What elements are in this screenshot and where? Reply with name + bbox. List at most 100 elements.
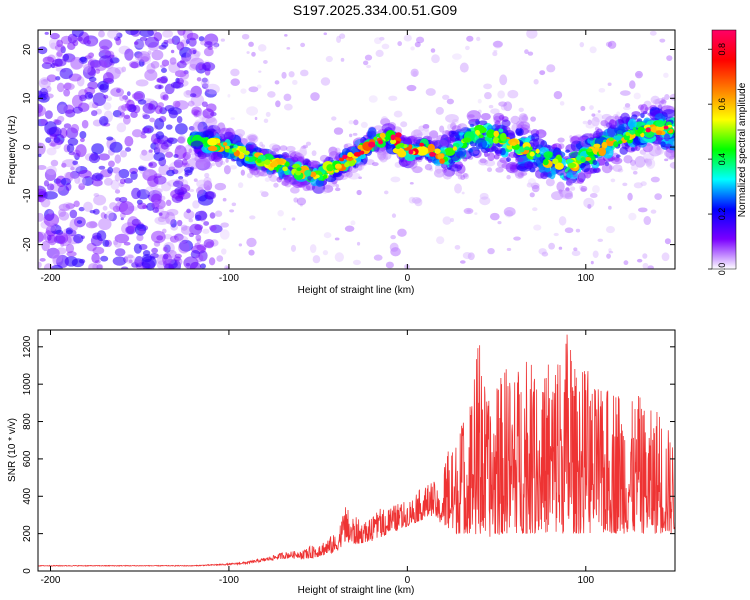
spectrogram-cell [216,255,224,262]
spectrogram-cell [580,160,591,173]
spectrogram-cell [580,156,586,163]
spectrogram-cell [184,172,189,177]
spectrogram-cell [194,210,208,221]
spectrogram-cell [131,187,141,200]
spectrogram-cell [176,41,185,51]
spectrogram-cell [630,165,639,171]
spectrogram-cell [406,84,417,92]
spectrogram-cell [427,158,433,164]
spectrogram-cell [669,161,675,169]
spectrogram-cell [663,148,675,158]
spectrogram-cell [203,238,215,248]
spectrogram-cell [446,98,454,105]
spectrogram-cell [656,125,665,132]
spectrogram-cell [78,258,86,264]
spectrogram-cell [654,98,667,109]
spectrogram-cell [165,151,174,158]
spectrogram-cell [98,39,113,50]
spectrogram-cell [388,95,398,101]
spectrogram-cell [613,141,619,148]
spectrogram-cell [69,218,79,232]
spectrogram-cell [519,114,529,124]
spectrogram-cell [442,216,452,225]
spectrogram-cell [153,240,161,247]
spectrogram-cell [178,241,190,254]
spectrogram-cell [43,213,60,227]
spectrogram-cell [411,197,422,204]
spectrogram-cell [302,184,311,192]
spectrogram-cell [610,178,616,183]
spectrogram-cell [158,212,163,216]
spectrogram-cell [179,239,194,252]
spectrogram-cell [450,122,457,130]
spectrogram-cell [531,184,540,193]
spectrogram-cell [155,131,165,140]
colorbar-tick-label: 0.8 [717,43,727,56]
spectrogram-cell [183,70,189,75]
spectrogram-cell [195,234,202,242]
colorbar-label: Normalized spectral amplitude [737,82,748,217]
spectrogram-cell [211,162,216,167]
spectrogram-cell [107,30,120,39]
spectrogram-cell [479,196,491,206]
spectrogram-cell [356,189,362,196]
spectrogram-cell [647,161,653,166]
spectrogram-cell [74,163,81,172]
spectrogram-cell [61,159,77,168]
spectrogram-cell [521,116,528,121]
spectrogram-cell [122,95,129,100]
spectrogram-cell [444,139,452,145]
spectrogram-cell [288,71,295,78]
spectrogram-cell [585,122,595,129]
spectrogram-cell [564,227,574,234]
spectrogram-cell [282,166,288,172]
spectrogram-cell [114,173,121,182]
spectrogram-cell [380,152,389,162]
colorbar-tick-label: 0.0 [717,263,727,276]
spectrogram-cell [669,105,675,111]
spectrogram-x-tick-label: 0 [405,273,411,284]
spectrogram-cell [580,185,588,192]
spectrogram-cell [442,94,450,100]
spectrogram-cell [202,130,215,138]
spectrogram-cell [204,89,217,98]
spectrogram-cell [150,61,160,69]
spectrogram-cell [618,140,623,144]
spectrogram-cell [154,117,165,130]
spectrogram-cell [38,212,44,222]
spectrogram-cell [281,179,290,187]
spectrogram-cell [529,192,535,198]
colorbar-frame [711,29,737,270]
spectrogram-cell [344,162,350,168]
spectrogram-cell [527,51,534,56]
spectrogram-cell [347,172,361,180]
spectrogram-cell [642,262,649,269]
spectrogram-cell [210,151,223,163]
spectrogram-cell [564,192,574,200]
spectrogram-cell [70,123,80,134]
spectrogram-cell [462,156,468,162]
spectrogram-cell [661,109,675,118]
spectrogram-cell [177,30,186,36]
spectrogram-cell [279,145,288,151]
spectrogram-cell [229,209,235,213]
spectrogram-cell [103,94,109,99]
spectrogram-cell [195,157,211,171]
spectrogram-cell [244,156,250,162]
spectrogram-cell [46,234,52,241]
spectrogram-cell [282,227,287,231]
spectrogram-cell [454,165,459,169]
spectrogram-cell [263,118,269,124]
spectrogram-y-tick-label: 0 [22,144,33,150]
spectrogram-cell [43,78,49,82]
spectrogram-cell [231,148,237,153]
spectrogram-cell [201,101,208,108]
spectrogram-cell [467,114,475,118]
spectrogram-cell [161,59,170,67]
spectrogram-cell [323,32,328,36]
spectrogram-cell [339,157,345,162]
spectrogram-cell [597,238,604,243]
spectrogram-cell [649,30,657,36]
spectrogram-cell [72,160,79,166]
spectrogram-cell [656,145,661,151]
